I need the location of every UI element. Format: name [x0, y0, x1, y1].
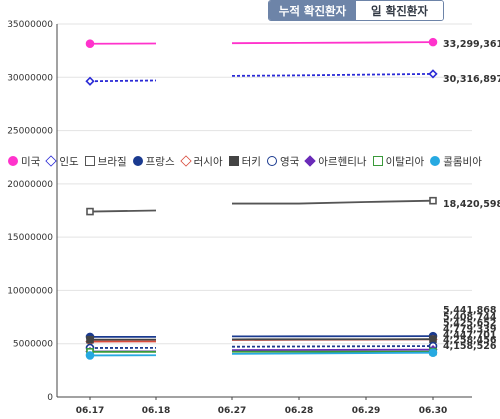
data-label: 4,158,526	[443, 341, 497, 352]
legend-item[interactable]: 프랑스	[132, 154, 175, 169]
series-point	[428, 37, 438, 47]
series-point	[85, 39, 95, 49]
y-tick-label: 30000000	[7, 73, 53, 83]
series-line	[231, 345, 434, 348]
series-point	[86, 207, 94, 216]
y-tick-label: 35000000	[7, 20, 53, 30]
y-tick-label: 5000000	[13, 340, 53, 350]
series-point	[86, 335, 94, 344]
data-label: 18,420,598	[443, 199, 500, 210]
legend-marker-icon	[228, 156, 239, 166]
data-label: 5,408,744	[443, 312, 497, 323]
legend-marker-icon	[179, 155, 192, 167]
data-label: 30,316,897	[443, 74, 500, 85]
legend-label: 브라질	[97, 155, 127, 168]
chart-legend: 미국 인도 브라질 프랑스 러시아 터키 영국 아르헨티나 이탈리아 콜롬비아	[8, 153, 500, 169]
series-point	[85, 76, 95, 86]
series-point	[429, 335, 437, 343]
legend-marker-icon	[372, 156, 383, 166]
legend-label: 인도	[59, 155, 79, 168]
legend-item[interactable]: 콜롬비아	[430, 154, 482, 169]
series-line	[89, 79, 157, 83]
legend-item[interactable]: 영국	[266, 154, 300, 169]
legend-item[interactable]: 터키	[228, 154, 261, 169]
data-label: 5,441,868	[443, 305, 497, 316]
tab-cumulative-cases[interactable]: 누적 확진환자	[269, 1, 356, 20]
series-line	[231, 351, 434, 355]
x-tick-label: 06.27	[218, 406, 246, 416]
legend-marker-icon	[45, 155, 57, 167]
legend-item[interactable]: 미국	[8, 154, 40, 169]
legend-marker-icon	[8, 156, 18, 166]
y-tick-label: 20000000	[7, 180, 53, 190]
y-tick-label: 10000000	[7, 286, 53, 296]
legend-item[interactable]: 러시아	[179, 154, 223, 169]
series-line	[231, 348, 434, 352]
legend-label: 러시아	[193, 155, 223, 168]
series-point	[428, 348, 438, 357]
legend-marker-icon	[84, 156, 95, 166]
series-line	[89, 209, 157, 213]
x-tick-label: 06.29	[352, 406, 380, 416]
legend-label: 콜롬비아	[443, 155, 482, 168]
x-tick-label: 06.30	[419, 406, 447, 416]
legend-item[interactable]: 브라질	[84, 154, 127, 169]
legend-label: 터키	[241, 155, 261, 168]
series-line	[231, 41, 434, 45]
tab-daily-cases[interactable]: 일 확진환자	[356, 1, 443, 20]
legend-marker-icon	[132, 156, 143, 166]
legend-label: 아르헨티나	[318, 155, 367, 168]
series-point	[428, 69, 438, 79]
data-label: 4,258,456	[443, 335, 497, 346]
x-tick-label: 06.28	[285, 406, 313, 416]
series-point	[429, 196, 437, 205]
legend-label: 프랑스	[145, 155, 175, 168]
legend-item[interactable]: 인도	[45, 154, 79, 169]
legend-label: 미국	[21, 155, 41, 168]
data-label: 4,447,701	[443, 330, 497, 341]
legend-marker-icon	[430, 156, 441, 166]
data-label: 5,425,652	[443, 318, 497, 329]
legend-label: 이탈리아	[385, 155, 425, 168]
x-tick-label: 06.17	[76, 406, 104, 416]
series-line	[231, 73, 434, 77]
data-label: 33,299,361	[443, 39, 500, 50]
legend-marker-icon	[304, 155, 316, 167]
x-tick-label: 06.18	[142, 406, 170, 416]
legend-marker-icon	[266, 156, 277, 166]
y-tick-label: 0	[47, 393, 53, 403]
tab-bar: 누적 확진환자 일 확진환자	[268, 0, 444, 21]
legend-item[interactable]: 이탈리아	[372, 154, 425, 169]
series-line	[232, 199, 434, 205]
data-label: 4,779,339	[443, 324, 497, 335]
y-tick-label: 15000000	[7, 233, 53, 243]
series-point	[85, 351, 95, 360]
legend-label: 영국	[279, 155, 300, 168]
y-tick-label: 25000000	[7, 127, 53, 137]
legend-item[interactable]: 아르헨티나	[304, 154, 367, 169]
